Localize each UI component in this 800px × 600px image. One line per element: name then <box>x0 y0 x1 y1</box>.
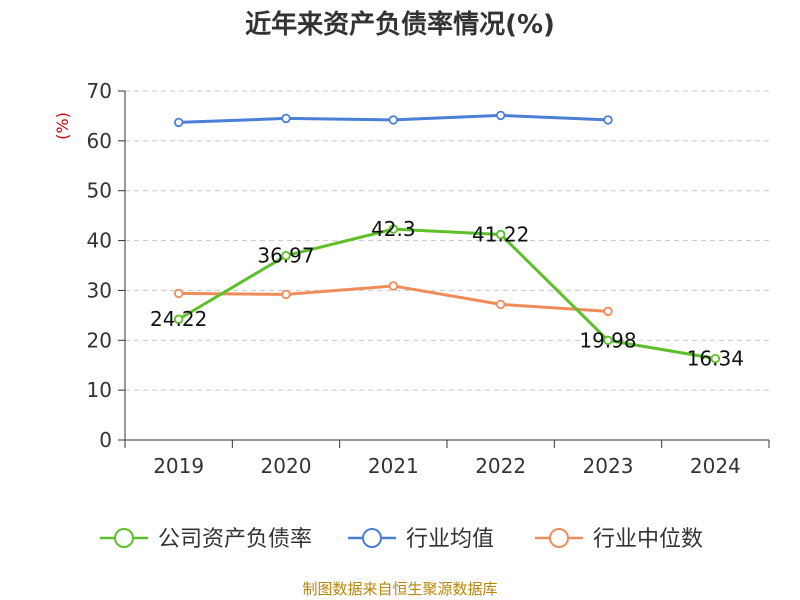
y-tick-label: 70 <box>87 79 112 103</box>
legend-label: 公司资产负债率 <box>158 527 312 552</box>
x-tick-label: 2019 <box>153 454 204 478</box>
data-point <box>495 299 506 310</box>
legend-item: 公司资产负债率 <box>100 527 312 552</box>
y-tick-label: 30 <box>87 278 112 302</box>
axes: 0 10 20 30 40 50 60 70 2019 2020 2021 2022 2023 2024 <box>87 79 770 478</box>
data-point <box>281 113 291 124</box>
legend-item: 行业中位数 <box>535 527 703 552</box>
data-point <box>281 250 291 261</box>
legend-marker <box>549 528 569 548</box>
data-point <box>388 224 399 234</box>
legend-marker <box>362 528 382 548</box>
series-0 <box>173 224 721 364</box>
legend: 公司资产负债率 行业均值 行业中位数 <box>100 527 703 552</box>
chart-title: 近年来资产负债率情况(%) <box>245 9 555 40</box>
grid <box>125 90 769 391</box>
data-label: 24.22 <box>150 307 207 331</box>
y-tick-label: 10 <box>87 378 112 402</box>
data-point <box>603 306 613 317</box>
y-tick-label: 20 <box>87 328 112 352</box>
data-point <box>603 115 613 125</box>
y-tick-label: 0 <box>99 428 112 452</box>
x-tick-label: 2021 <box>368 454 419 478</box>
source-note: 制图数据来自恒生聚源数据库 <box>302 580 497 598</box>
y-tick-label: 60 <box>87 129 112 153</box>
legend-marker <box>114 528 134 548</box>
y-tick-label: 40 <box>87 229 112 253</box>
x-tick-label: 2020 <box>261 454 312 478</box>
data-point <box>388 115 399 125</box>
data-label: 16.34 <box>687 347 744 371</box>
y-tick-label: 50 <box>87 179 112 203</box>
data-point <box>388 281 399 291</box>
data-label: 41.22 <box>472 222 529 246</box>
series-2 <box>173 281 613 317</box>
data-point <box>495 110 506 121</box>
data-labels: 24.22 36.97 42.3 41.22 19.98 16.34 <box>150 217 744 370</box>
x-tick-label: 2024 <box>690 454 741 478</box>
series-line <box>177 227 716 361</box>
x-tick-label: 2023 <box>583 454 634 478</box>
series-1 <box>173 110 613 128</box>
data-label: 36.97 <box>257 244 314 268</box>
data-point <box>173 314 184 324</box>
legend-label: 行业均值 <box>406 527 494 552</box>
data-point <box>281 289 291 300</box>
data-label: 42.3 <box>371 217 416 241</box>
y-axis-label: (%) <box>53 112 72 140</box>
data-label: 19.98 <box>579 328 636 352</box>
legend-label: 行业中位数 <box>593 527 703 552</box>
data-point <box>603 335 613 346</box>
legend-item: 行业均值 <box>348 527 494 552</box>
data-point <box>173 117 184 128</box>
x-tick-label: 2022 <box>475 454 526 478</box>
data-point <box>495 229 506 240</box>
data-point <box>710 353 721 364</box>
series-layer <box>173 110 721 364</box>
data-point <box>173 288 184 299</box>
